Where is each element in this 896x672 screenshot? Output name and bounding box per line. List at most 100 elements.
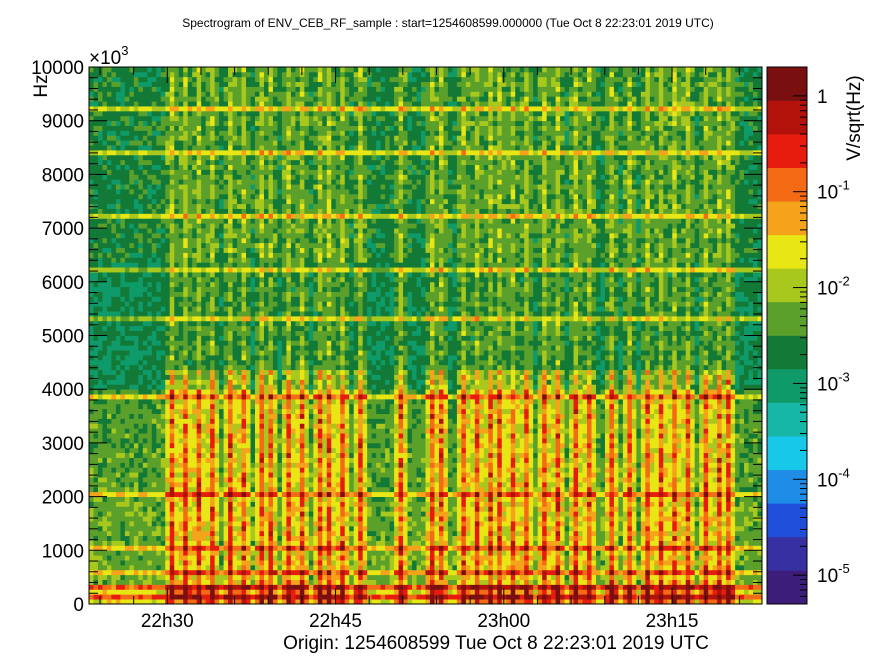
spectrogram-cell [286,330,292,336]
spectrogram-cell [124,569,130,576]
spectrogram-cell [156,169,162,175]
spectrogram-cell [263,198,269,205]
spectrogram-cell [263,335,269,341]
spectrogram-cell [174,189,180,195]
spectrogram-cell [263,81,269,87]
spectrogram-cell [89,67,94,73]
spectrogram-cell [286,447,292,454]
spectrogram-cell [277,594,283,600]
spectrogram-cell [129,345,135,351]
spectrogram-cell [102,584,108,590]
spectrogram-cell [169,398,175,405]
spectrogram-cell [272,223,278,229]
spectrogram-cell [160,394,166,400]
spectrogram-cell [142,413,148,419]
spectrogram-cell [93,438,99,444]
spectrogram-cell [214,418,220,424]
spectrogram-cell [246,257,251,263]
spectrogram-cell [223,86,229,92]
spectrogram-cell [219,467,224,473]
spectrogram-cell [192,398,198,405]
spectrogram-cell [147,433,153,439]
spectrogram-cell [277,457,283,463]
spectrogram-cell [263,159,269,166]
spectrogram-cell [205,208,211,214]
spectrogram-cell [89,242,94,249]
spectrogram-cell [214,579,220,585]
spectrogram-cell [263,550,269,556]
spectrogram-cell [160,267,166,273]
spectrogram-cell [183,403,189,410]
spectrogram-cell [214,232,220,239]
spectrogram-cell [115,101,121,107]
spectrogram-cell [169,452,175,458]
spectrogram-cell [237,145,242,151]
spectrogram-cell [205,184,211,190]
spectrogram-cell [187,452,193,458]
spectrogram-cell [165,184,171,190]
spectrogram-cell [120,438,126,444]
spectrogram-cell [102,198,108,205]
spectrogram-cell [169,81,175,87]
spectrogram-cell [138,442,144,449]
spectrogram-cell [263,560,269,566]
spectrogram-cell [210,67,216,73]
spectrogram-cell [272,296,278,302]
spectrogram-cell [272,330,278,336]
spectrogram-cell [272,272,278,278]
spectrogram-cell [129,438,135,444]
spectrogram-cell [214,413,220,419]
spectrogram-cell [129,223,135,229]
spectrogram-cell [178,374,184,380]
spectrogram-cell [237,320,242,327]
spectrogram-cell [89,491,94,497]
spectrogram-cell [187,545,193,551]
spectrogram-cell [169,384,175,390]
spectrogram-cell [151,408,157,415]
spectrogram-cell [187,535,193,541]
spectrogram-cell [106,110,112,117]
spectrogram-cell [106,232,112,239]
spectrogram-cell [178,530,184,537]
spectrogram-cell [201,320,207,327]
spectrogram-cell [281,291,287,297]
spectrogram-cell [237,272,242,278]
spectrogram-cell [151,325,157,332]
spectrogram-cell [183,257,189,263]
spectrogram-cell [138,125,144,131]
spectrogram-cell [111,394,117,400]
spectrogram-cell [237,135,242,141]
spectrogram-cell [241,428,247,434]
spectrogram-cell [286,101,292,107]
spectrogram-cell [196,511,202,517]
spectrogram-cell [286,491,292,497]
spectrogram-cell [106,423,112,429]
spectrogram-cell [142,257,148,263]
spectrogram-cell [232,76,238,83]
spectrogram-cell [138,67,144,73]
spectrogram-cell [93,154,99,161]
spectrogram-cell [142,140,148,146]
spectrogram-cell [178,442,184,449]
spectrogram-cell [201,213,207,219]
spectrogram-cell [219,521,224,527]
spectrogram-cell [228,174,233,180]
spectrogram-cell [290,560,296,566]
spectrogram-cell [228,115,233,122]
spectrogram-cell [120,496,126,502]
spectrogram-cell [138,389,144,395]
spectrogram-cell [210,560,216,566]
spectrogram-cell [286,398,292,405]
spectrogram-cell [178,340,184,346]
spectrogram-cell [272,135,278,141]
spectrogram-cell [259,408,265,415]
spectrogram-cell [115,154,121,161]
spectrogram-cell [124,511,130,517]
spectrogram-cell [124,228,130,234]
spectrogram-cell [246,330,251,336]
spectrogram-cell [142,428,148,434]
spectrogram-cell [178,330,184,336]
spectrogram-cell [219,555,224,561]
spectrogram-cell [268,477,274,483]
spectrogram-cell [156,584,162,590]
